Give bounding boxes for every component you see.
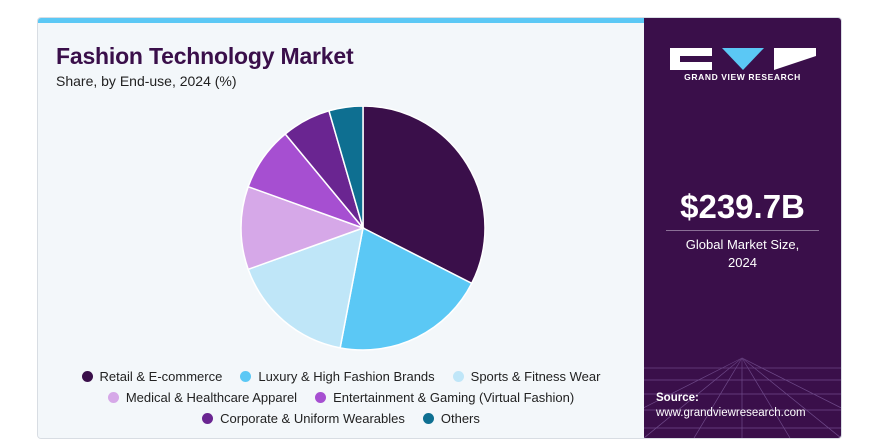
pie-slice-6 (328, 106, 364, 229)
infographic-card: Fashion Technology Market Share, by End-… (37, 17, 842, 439)
legend-label: Others (440, 411, 480, 426)
accent-bar (38, 18, 644, 23)
legend-swatch (452, 371, 464, 382)
legend-swatch (315, 392, 327, 403)
source-note: Source: www.grandviewresearch.com (656, 391, 806, 421)
chart-title: Fashion Technology Market (56, 43, 354, 69)
source-link[interactable]: www.grandviewresearch.com (656, 407, 806, 419)
brand-panel: GRAND VIEW RESEARCH $239.7B Global Marke… (644, 18, 841, 438)
legend-swatch (107, 392, 119, 403)
pie-chart (240, 106, 486, 351)
chart-subtitle: Share, by End-use, 2024 (%) (56, 73, 237, 89)
gvr-logo-icon (670, 48, 816, 70)
legend-item: Luxury & High Fashion Brands (240, 369, 435, 384)
legend-label: Medical & Healthcare Apparel (125, 390, 298, 405)
pie-slice-3 (240, 185, 366, 271)
caption-line-2: 2024 (728, 255, 757, 270)
legend-item: Corporate & Uniform Wearables (202, 411, 405, 426)
divider (666, 230, 819, 231)
legend-item: Medical & Healthcare Apparel (107, 390, 298, 405)
legend-swatch (202, 413, 214, 424)
legend-swatch (422, 413, 434, 424)
source-label: Source: (656, 392, 699, 404)
legend-label: Retail & E-commerce (99, 369, 223, 384)
legend-label: Luxury & High Fashion Brands (258, 369, 435, 384)
caption-line-1: Global Market Size, (685, 237, 800, 252)
legend-label: Entertainment & Gaming (Virtual Fashion) (333, 390, 575, 405)
legend-item: Sports & Fitness Wear (452, 369, 601, 384)
legend-row-2: Medical & Healthcare Apparel Entertainme… (38, 390, 644, 405)
legend-item: Retail & E-commerce (81, 369, 223, 384)
chart-panel: Fashion Technology Market Share, by End-… (38, 23, 644, 438)
legend-item: Entertainment & Gaming (Virtual Fashion) (315, 390, 574, 405)
decorative-grid-icon (644, 318, 841, 438)
market-size-caption: Global Market Size, 2024 (664, 236, 821, 272)
legend-row-3: Corporate & Uniform Wearables Others (38, 411, 644, 426)
legend-row-1: Retail & E-commerce Luxury & High Fashio… (38, 369, 644, 384)
pie-slice-1 (339, 226, 473, 351)
pie-slice-2 (247, 226, 364, 349)
legend-swatch (240, 371, 252, 382)
pie-slice-0 (362, 106, 486, 285)
legend-label: Sports & Fitness Wear (470, 369, 601, 384)
legend-label: Corporate & Uniform Wearables (220, 411, 405, 426)
brand-name: GRAND VIEW RESEARCH (684, 72, 801, 82)
legend-item: Others (422, 411, 480, 426)
market-size-value: $239.7B (680, 188, 805, 225)
legend-swatch (81, 371, 93, 382)
